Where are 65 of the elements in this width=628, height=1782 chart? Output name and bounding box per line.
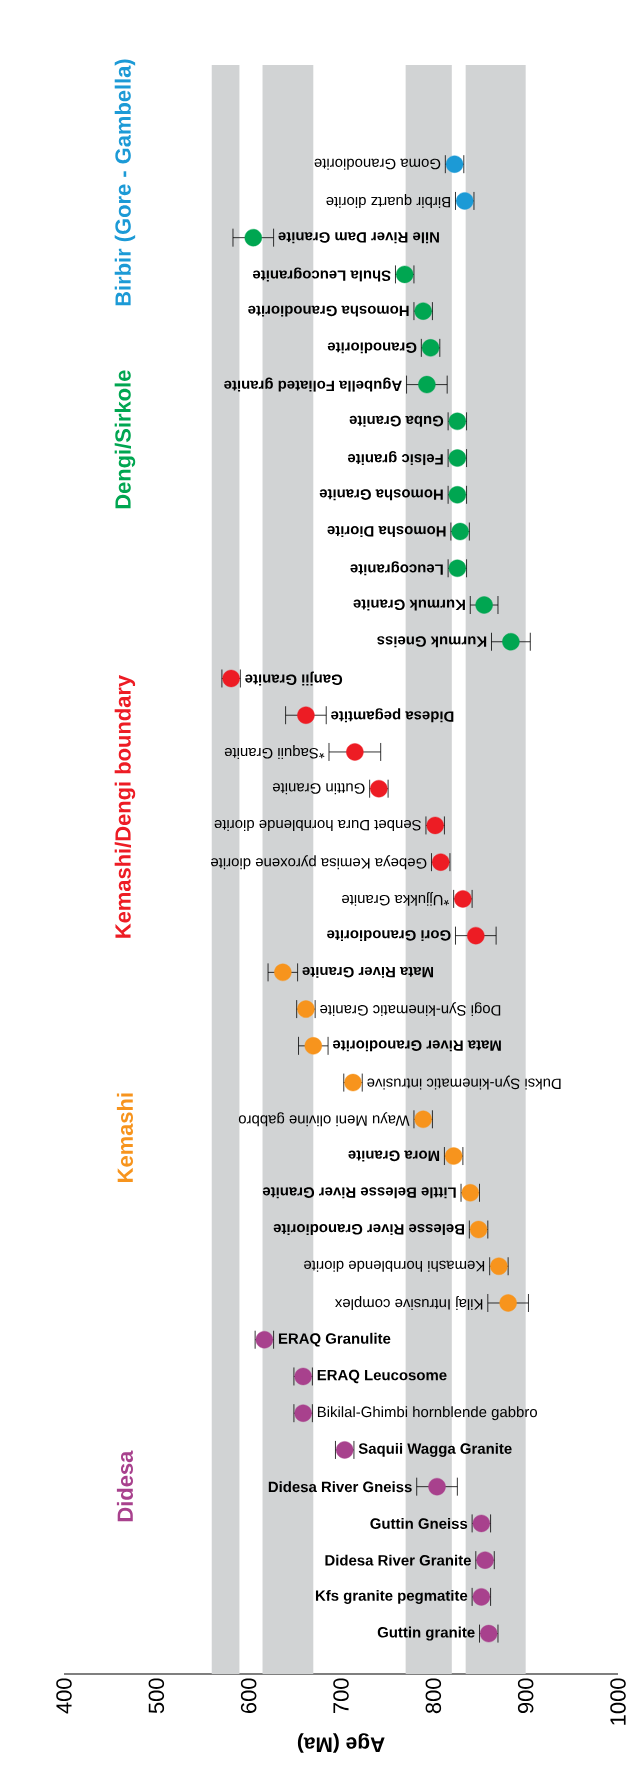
y-tick-label: Homosha Granite — [319, 489, 443, 501]
point — [297, 706, 315, 724]
y-tick-label: Mata River Granodiorite — [332, 1040, 501, 1052]
y-tick-label: Shula Leucogranite — [252, 267, 391, 282]
y-tick-label: Kilaj Intrusive complex — [334, 1296, 483, 1310]
y-tick-label: Leucogranite — [350, 561, 443, 576]
y-tick-label: Dogi Syn-kinematic Granite — [320, 1002, 501, 1017]
y-tick-label: Little Belesse River Granite — [262, 1187, 456, 1199]
text: Dengi/Sirkole — [114, 370, 136, 509]
y-tick-label: Senbet Dura hornblende diorite — [214, 819, 421, 831]
y-tick-label: Mata River Granite — [302, 966, 434, 978]
y-tick-label: Saquii Wagga Granite — [358, 1442, 512, 1457]
y-tick-label: Guttin granite — [377, 1626, 475, 1641]
y-tick-label: Guttin Gneiss — [370, 1517, 468, 1529]
x-tick-label: 900 — [517, 1678, 534, 1714]
x-tick-label: 600 — [240, 1678, 257, 1713]
y-tick-label: Birbir quartz diorite — [326, 193, 450, 208]
y-tick-label: Kemashi hornblende diorite — [304, 1260, 485, 1272]
x-tick-label: 400 — [56, 1678, 72, 1714]
point — [346, 743, 364, 761]
y-tick-label: ERAQ Leucosome — [317, 1369, 447, 1384]
text: Kemashi — [116, 1093, 133, 1182]
y-tick-label: Ganjii Granite — [245, 671, 343, 686]
y-tick-label: Didesa River Granite — [325, 1554, 471, 1566]
y-tick-label: Kurmuk Gneiss — [377, 636, 487, 648]
y-tick-label: Kurmuk Granite — [353, 599, 465, 611]
y-tick-label: Wayu Meni olivine gabbro — [238, 1112, 410, 1127]
y-tick-label: Didesa River Gneiss — [268, 1481, 412, 1493]
text: Kemashi/Dengi boundary — [114, 675, 136, 938]
point — [244, 228, 262, 247]
y-tick-label: Gori Granodiorite — [327, 930, 451, 942]
y-tick-label: Nile River Dam Granite — [278, 232, 439, 244]
y-tick-label: Guba Granite — [349, 415, 444, 427]
point — [428, 1477, 446, 1496]
y-tick-label: *Saquii Granite — [224, 745, 325, 759]
y-tick-label: Kfs granite pegmatite — [315, 1589, 468, 1604]
point — [304, 1037, 322, 1055]
y-tick-label: Bikilal-Ghimbi hornblende gabbro — [317, 1406, 538, 1421]
y-tick-label: Homosha Granodiorite — [248, 305, 409, 317]
y-tick-label: Goma Granodiorite — [314, 158, 441, 170]
y-tick-label: Felsic granite — [347, 451, 443, 466]
y-tick-label: *Ujjukka Granite — [342, 891, 450, 906]
y-tick-label: Mora Granite — [348, 1150, 440, 1162]
text: Didesa — [116, 1450, 133, 1522]
y-tick-label: ERAQ Granulite — [278, 1332, 391, 1347]
x-tick-label: 500 — [148, 1678, 165, 1714]
y-tick-label: Gebeya Kemisa pyroxene diorite — [211, 855, 427, 870]
point — [274, 963, 292, 982]
y-tick-label: Homosha Diorite — [327, 526, 446, 538]
y-tick-label: Duksi Syn-kinematic intrusive — [367, 1075, 561, 1090]
y-tick-label: Granodiorite — [327, 342, 417, 354]
point — [502, 633, 520, 651]
point — [475, 596, 493, 614]
y-tick-label: Didesa pegamtite — [331, 708, 454, 723]
text: Birbir (Gore - Gambella) — [114, 59, 136, 306]
x-tick-label: 700 — [333, 1678, 349, 1713]
x-tick-label: 1000 — [610, 1678, 626, 1725]
point — [499, 1294, 517, 1312]
x-tick-label: 800 — [425, 1678, 442, 1714]
y-tick-label: Agubella Foliated granite — [224, 377, 402, 392]
point — [418, 375, 436, 394]
y-tick-label: Belesse River Granodiorite — [273, 1224, 464, 1236]
point — [467, 926, 485, 945]
x-axis-title: Age (Ma) — [297, 1733, 385, 1753]
y-tick-label: Guttin Granite — [272, 783, 365, 795]
